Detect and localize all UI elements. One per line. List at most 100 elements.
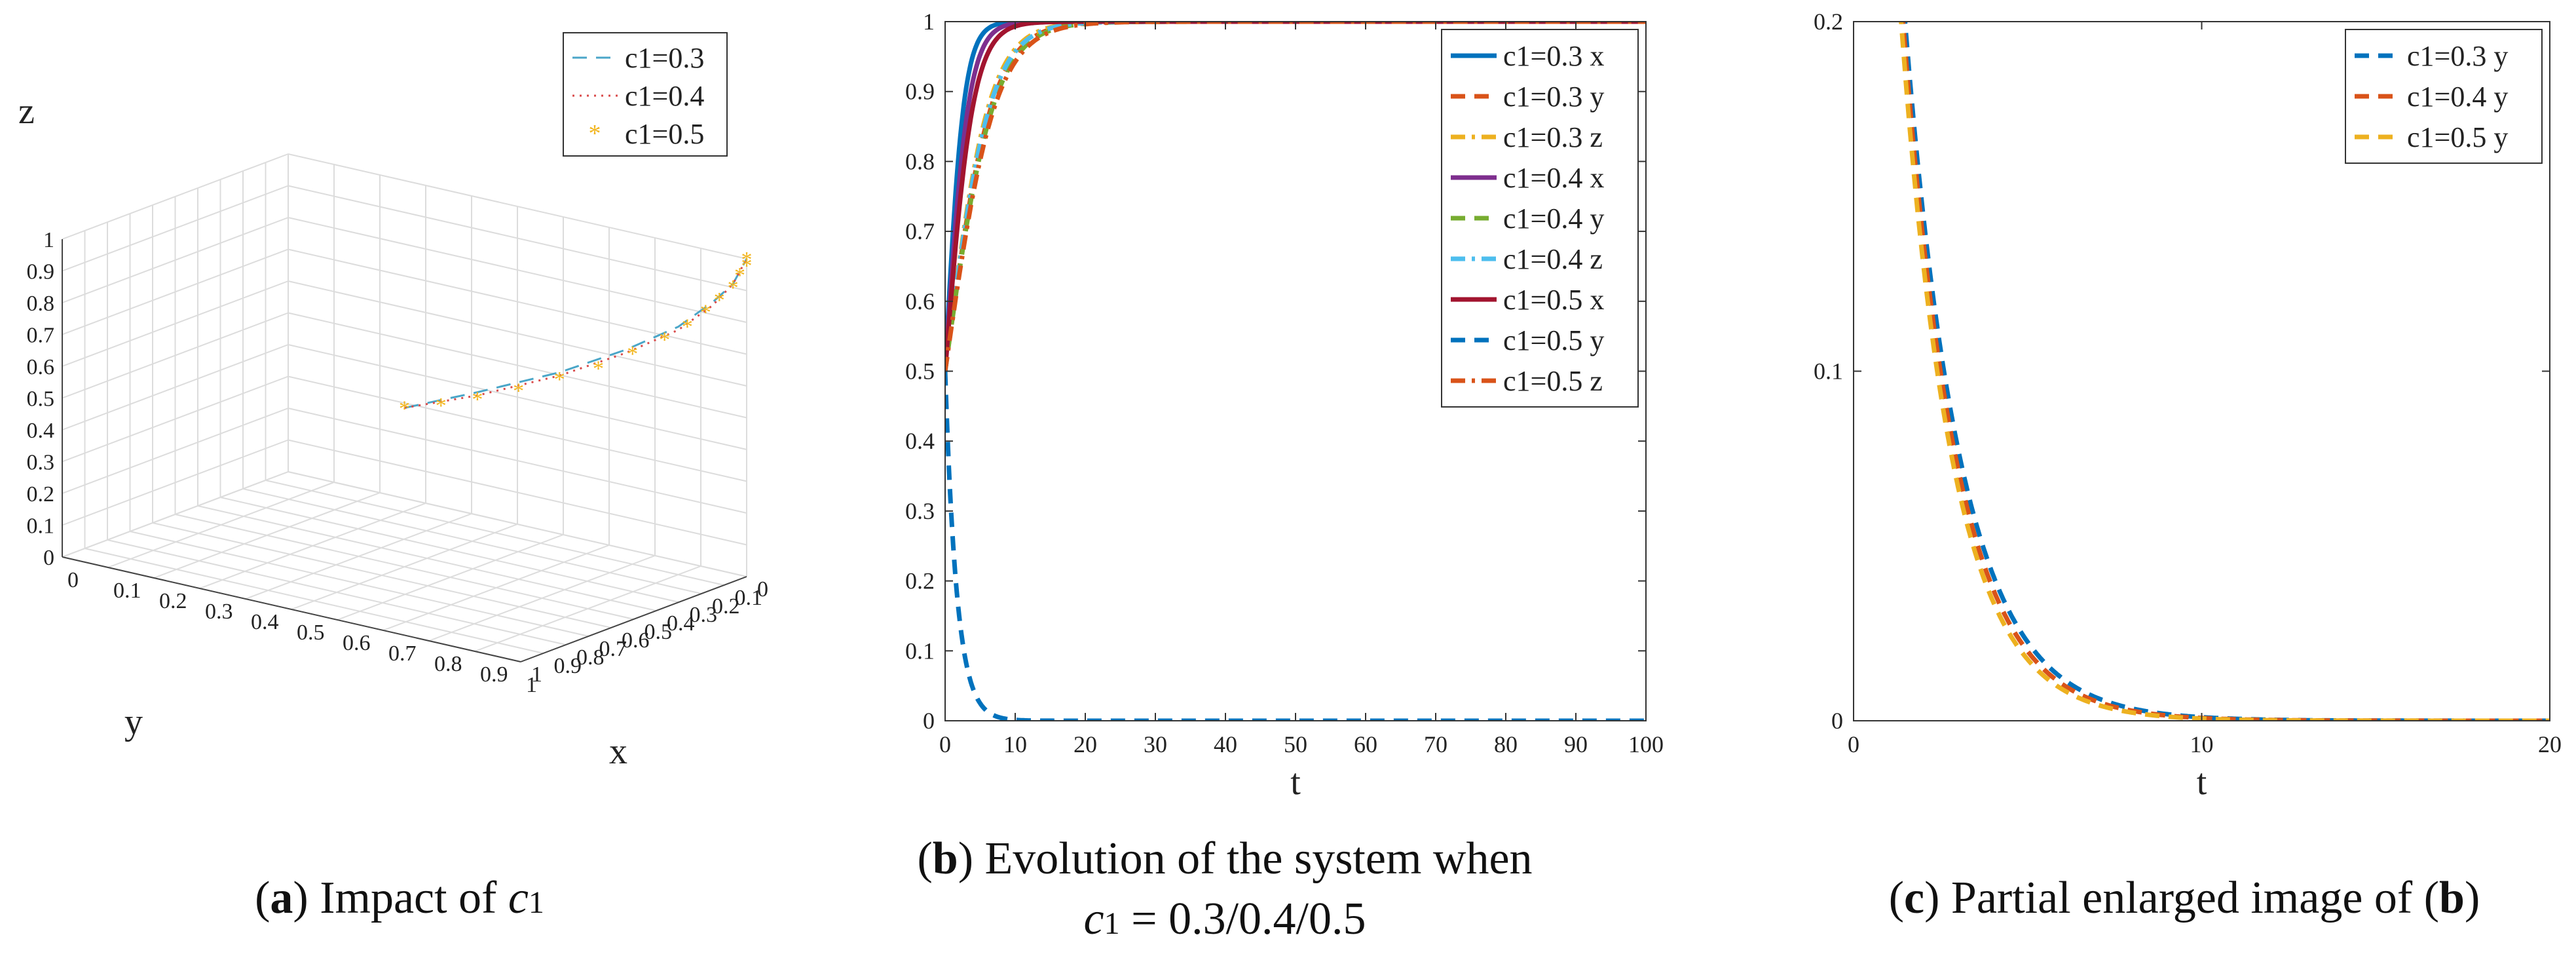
side-wall-grid-line [288, 312, 747, 419]
caption-c: (c) Partial enlarged image of (b) [1888, 873, 2480, 923]
trajectory-marker: * [436, 394, 447, 418]
y-tick-label: 1 [923, 9, 935, 35]
legend-entry: c1=0.4 [625, 80, 704, 112]
legend-entry: c1=0.4 z [1503, 243, 1603, 275]
z-tick-label: 0.9 [27, 260, 55, 284]
legend: c1=0.3 x c1=0.3 y c1=0.3 z c1=0.4 x c1=0.4 y… [1441, 29, 1639, 408]
y-tick-label: 0.9 [554, 654, 582, 678]
z-tick-label: 0 [43, 546, 54, 570]
z-tick-label: 0.4 [27, 419, 55, 443]
y-tick-label: 0 [923, 708, 935, 734]
y-tick-label: 0.9 [905, 79, 935, 105]
caption-c-letter: c [1904, 873, 1925, 923]
y-tick-label: 0.4 [905, 428, 935, 454]
caption-b-subscript: 1 [1104, 906, 1120, 941]
y-tick-label: 0.3 [690, 603, 718, 627]
side-wall-grid-line [288, 280, 747, 387]
x-tick-label: 1 [526, 673, 537, 697]
trajectory-c1-0-5: * * * * * ********** [399, 248, 753, 421]
panel-a-3d-plot: 0 0.1 0.2 0.3 0.4 0.5 0.6 0.7 0.8 0.9 100.10.20.30… [18, 32, 768, 772]
y-tick-label: 0.1 [1814, 358, 1843, 385]
trajectory-marker: * [700, 301, 711, 325]
trajectory-marker: * [554, 368, 565, 392]
legend-entry: c1=0.5 x [1503, 284, 1604, 316]
back-wall-grid-line [62, 248, 289, 335]
panel-c-enlarged-plot: 0 10 20 0 0.1 0.2 t c1=0.3 y c1=0.4 y c1=0.5 y [1814, 9, 2562, 803]
y-tick-label: 0.2 [1814, 9, 1843, 35]
x-tick-label: 0 [67, 568, 79, 592]
caption-a-subscript: 1 [528, 885, 544, 920]
x-tick-label: 60 [1354, 731, 1377, 757]
trajectory-marker: * [513, 379, 524, 404]
y-tick-label: 0.2 [712, 594, 740, 619]
floor-grid-line [175, 514, 634, 620]
y-tick-label: 0.6 [622, 628, 650, 653]
x-axis-label: t [1290, 762, 1301, 803]
trajectory-marker: * [472, 387, 483, 411]
back-wall-grid-line [62, 217, 289, 303]
x-tick-label: 0.7 [388, 641, 417, 666]
floor-grid-line [130, 531, 589, 637]
floor-grid-line [107, 539, 567, 645]
z-tick-label: 0.7 [27, 324, 55, 348]
x-tick-label: 70 [1424, 731, 1447, 757]
trajectory-c1-0-4 [404, 258, 748, 409]
z-tick-label: 0.2 [27, 482, 55, 507]
trajectory-marker: * [728, 276, 739, 300]
y-axis-front-edge [62, 556, 521, 662]
x-tick-label: 0 [1848, 731, 1859, 757]
caption-c-text: Partial enlarged image of [1951, 873, 2413, 923]
floor-grid-line [428, 555, 656, 641]
x-tick-label: 100 [1628, 731, 1664, 757]
y-tick-label: 1 [531, 662, 542, 687]
y-tick-label: 0.7 [599, 637, 627, 661]
floor-grid-line [152, 522, 612, 628]
side-wall-grid-line [288, 248, 747, 355]
caption-a-letter: a [270, 873, 293, 923]
trajectory-marker: * [734, 263, 745, 288]
legend-entry: c1=0.3 [625, 42, 704, 74]
panel-b-evolution-plot: 0 10 20 30 40 50 60 70 80 90 100 0 0.1 0.2 0.3 0.4 0.5 0.… [905, 9, 1664, 803]
x-tick-label: 80 [1494, 731, 1518, 757]
x-tick-label: 0.8 [434, 652, 462, 676]
trajectory-marker: * [399, 397, 410, 421]
x-tick-label: 20 [1073, 731, 1097, 757]
legend-entry: c1=0.3 y [1503, 81, 1604, 113]
legend-swatch: * [589, 120, 601, 147]
floor-grid-line [337, 534, 564, 621]
y-tick-label: 0.8 [905, 148, 935, 174]
x-tick-label: 20 [2538, 731, 2562, 757]
y-tick-label: 0.8 [576, 645, 605, 670]
series-line-c1-0-5-z [945, 22, 1646, 372]
x-tick-label: 30 [1144, 731, 1167, 757]
back-wall-grid-line [62, 312, 289, 399]
y-tick-label: 0.2 [905, 568, 935, 594]
trajectory-marker: * [714, 288, 725, 313]
caption-b-symbol: c [1083, 894, 1104, 944]
y-tick-label: 0.7 [905, 218, 935, 244]
x-tick-label: 0 [939, 731, 951, 757]
x-tick-label: 0.6 [343, 631, 371, 655]
side-wall-grid-line [288, 153, 747, 259]
legend-entry: c1=0.5 y [1503, 324, 1604, 356]
caption-a: (a) Impact of c1 [255, 873, 544, 923]
z-tick-label: 1 [43, 228, 54, 252]
floor-grid-line [474, 565, 701, 652]
y-tick-label: 0.5 [644, 620, 673, 644]
x-tick-label: 40 [1214, 731, 1237, 757]
x-tick-label: 10 [2190, 731, 2214, 757]
x-tick-label: 50 [1284, 731, 1307, 757]
x-tick-label: 0.2 [159, 589, 187, 613]
legend-entry: c1=0.3 x [1503, 40, 1604, 72]
legend-entry: c1=0.4 x [1503, 162, 1604, 194]
trajectory-marker: * [741, 254, 753, 278]
back-wall-grid-line [62, 185, 289, 272]
legend-box [563, 32, 728, 157]
y-tick-label: 0 [1831, 708, 1843, 734]
legend-entry: c1=0.5 z [1503, 365, 1603, 397]
caption-c-ref: b [2439, 873, 2465, 923]
back-wall-grid-line [62, 153, 289, 240]
caption-b: (b) Evolution of the system when c1 = 0.… [917, 833, 1533, 944]
x-tick-label: 10 [1003, 731, 1027, 757]
